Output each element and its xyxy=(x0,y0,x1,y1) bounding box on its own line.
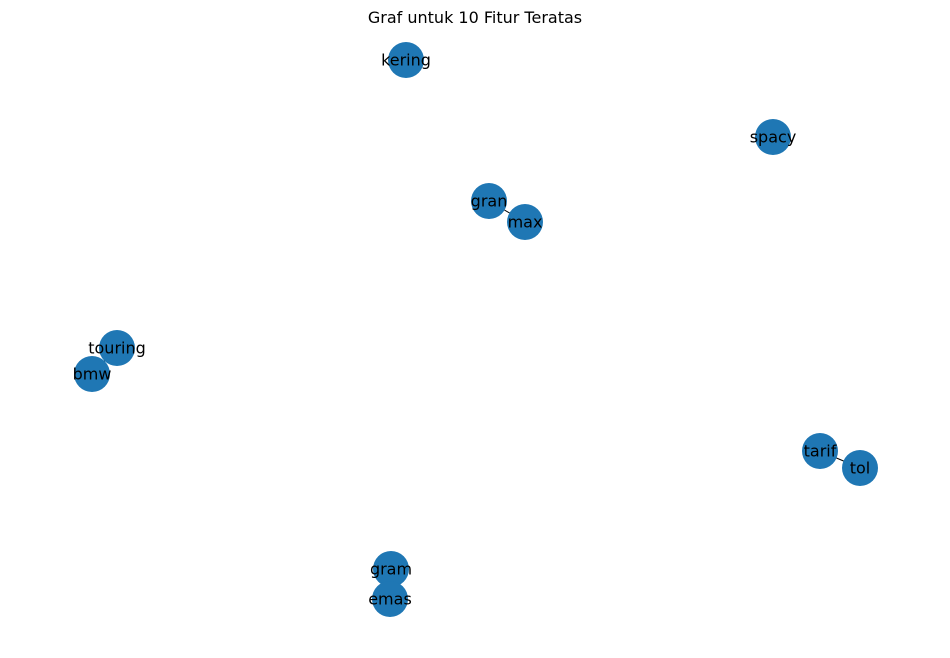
node-label-tol: tol xyxy=(850,459,871,478)
node-label-max: max xyxy=(508,213,543,232)
node-emas: emas xyxy=(368,581,412,617)
node-label-gran: gran xyxy=(471,192,508,211)
node-max: max xyxy=(507,204,543,240)
node-label-emas: emas xyxy=(368,590,412,609)
node-label-touring: touring xyxy=(88,339,146,358)
node-circle-gram xyxy=(373,551,409,587)
graph-title: Graf untuk 10 Fitur Teratas xyxy=(368,8,582,27)
node-touring: touring xyxy=(88,330,146,366)
node-label-spacy: spacy xyxy=(750,128,797,147)
node-tarif: tarif xyxy=(802,433,838,469)
node-circle-kering xyxy=(388,42,424,78)
node-circle-gran xyxy=(471,183,507,219)
node-spacy: spacy xyxy=(750,119,797,155)
node-label-bmw: bmw xyxy=(73,365,112,384)
node-circle-bmw xyxy=(74,356,110,392)
node-gran: gran xyxy=(471,183,508,219)
node-bmw: bmw xyxy=(73,356,112,392)
node-gram: gram xyxy=(370,551,412,587)
node-label-kering: kering xyxy=(381,51,431,70)
edge-layer xyxy=(91,200,861,600)
node-label-gram: gram xyxy=(370,560,412,579)
node-label-tarif: tarif xyxy=(804,442,837,461)
node-circle-emas xyxy=(372,581,408,617)
node-circle-spacy xyxy=(755,119,791,155)
node-tol: tol xyxy=(842,450,878,486)
node-circle-tol xyxy=(842,450,878,486)
node-circle-max xyxy=(507,204,543,240)
node-circle-tarif xyxy=(802,433,838,469)
node-kering: kering xyxy=(381,42,431,78)
node-circle-touring xyxy=(99,330,135,366)
